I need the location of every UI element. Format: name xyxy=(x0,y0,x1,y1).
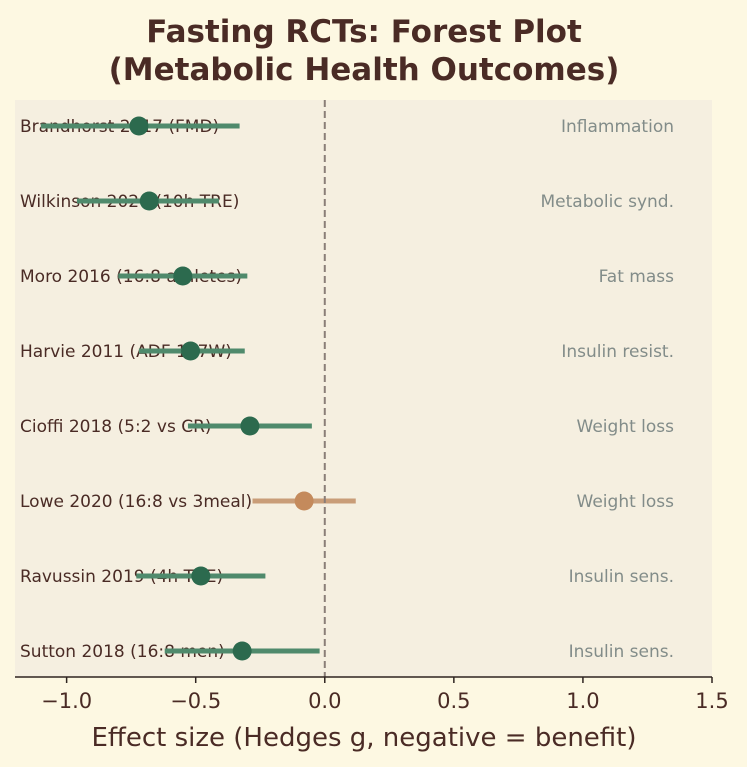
effect-point xyxy=(129,116,149,136)
study-row: Ravussin 2019 (4h TRE) Insulin sens. xyxy=(20,566,674,587)
study-label: Cioffi 2018 (5:2 vs CR) xyxy=(20,417,212,437)
effect-point xyxy=(191,566,211,586)
outcome-label: Insulin resist. xyxy=(561,342,674,362)
study-row: Harvie 2011 (ADF 107W) Insulin resist. xyxy=(20,341,674,362)
study-label: Sutton 2018 (16:8 men) xyxy=(20,642,225,662)
study-label: Lowe 2020 (16:8 vs 3meal) xyxy=(20,492,252,512)
x-tick-label: −1.0 xyxy=(41,689,92,713)
chart-title-line-1: Fasting RCTs: Forest Plot xyxy=(146,14,582,50)
outcome-label: Insulin sens. xyxy=(569,642,674,662)
effect-point xyxy=(173,266,193,286)
study-row: Moro 2016 (16:8 athletes)Fat mass xyxy=(20,266,675,287)
study-row: Lowe 2020 (16:8 vs 3meal) Weight loss xyxy=(20,491,675,512)
outcome-label: Inflammation xyxy=(561,117,674,137)
effect-point xyxy=(232,641,252,661)
effect-point xyxy=(240,416,260,436)
study-label: Ravussin 2019 (4h TRE) xyxy=(20,567,223,587)
study-row: Wilkinson 2020 (10h TRE)Metabolic synd. xyxy=(20,191,675,212)
study-row: Sutton 2018 (16:8 men) Insulin sens. xyxy=(20,641,674,662)
study-row: Cioffi 2018 (5:2 vs CR) Weight loss xyxy=(20,416,675,437)
effect-point xyxy=(181,341,201,361)
plot-area xyxy=(15,100,712,677)
x-tick-label: −0.5 xyxy=(170,689,221,713)
outcome-label: Metabolic synd. xyxy=(541,192,675,212)
study-label: Harvie 2011 (ADF 107W) xyxy=(20,342,232,362)
study-row: Brandhorst 2017 (FMD)Inflammation xyxy=(20,116,674,137)
effect-point xyxy=(294,491,314,511)
x-tick-label: 1.0 xyxy=(566,689,599,713)
x-tick-label: 0.0 xyxy=(308,689,341,713)
outcome-label: Fat mass xyxy=(599,267,675,287)
x-tick-label: 1.5 xyxy=(695,689,728,713)
x-axis-label: Effect size (Hedges g, negative = benefi… xyxy=(91,723,636,753)
x-tick-label: 0.5 xyxy=(437,689,470,713)
outcome-label: Insulin sens. xyxy=(569,567,674,587)
outcome-label: Weight loss xyxy=(577,492,675,512)
effect-point xyxy=(139,191,159,211)
chart-title-line-2: (Metabolic Health Outcomes) xyxy=(109,52,620,88)
outcome-label: Weight loss xyxy=(577,417,675,437)
